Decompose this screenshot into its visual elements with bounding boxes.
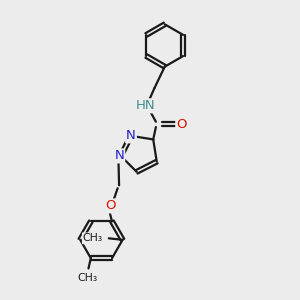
Text: CH₃: CH₃ [78,273,98,283]
Text: O: O [105,200,116,212]
Text: HN: HN [136,99,155,112]
Text: O: O [176,118,187,130]
Text: CH₃: CH₃ [83,233,103,243]
Text: N: N [114,149,124,162]
Text: N: N [126,129,136,142]
